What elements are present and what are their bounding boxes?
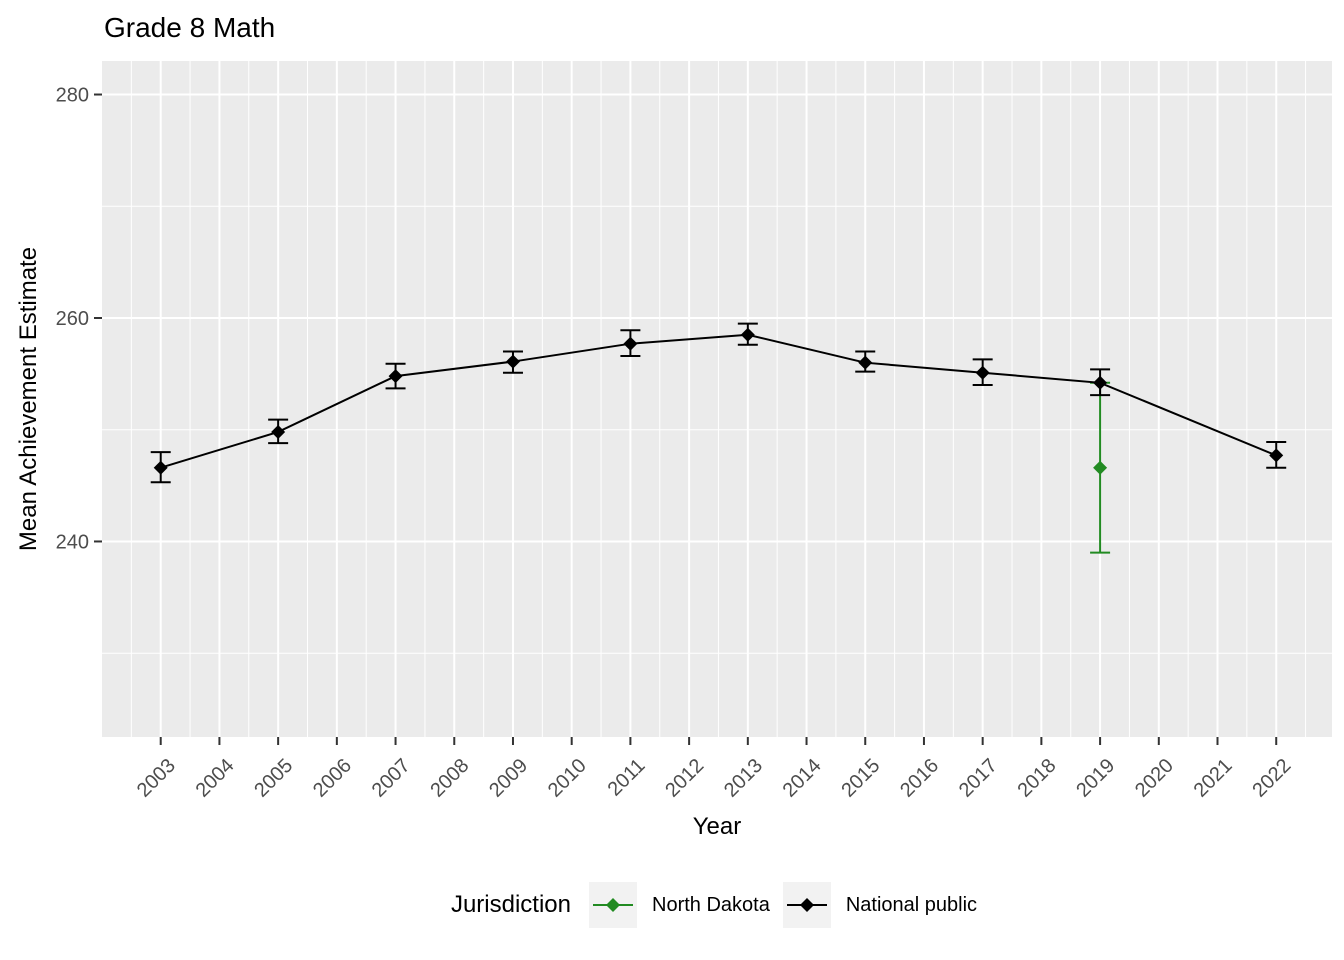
- x-tick-label: 2021: [1190, 755, 1237, 802]
- x-tick-label: 2019: [1072, 755, 1119, 802]
- axis-tick-marks: [94, 93, 1278, 745]
- legend-title: Jurisdiction: [450, 891, 571, 918]
- x-tick-label: 2016: [896, 755, 943, 802]
- series-national-public: [150, 322, 1287, 484]
- chart-title: Grade 8 Math: [104, 12, 276, 43]
- panel-background: [102, 61, 1332, 737]
- x-tick-label: 2012: [661, 755, 708, 802]
- data-point-marker: [388, 369, 403, 384]
- data-point-marker: [1269, 448, 1284, 463]
- x-tick-label: 2007: [368, 755, 415, 802]
- x-tick-label: 2003: [133, 755, 180, 802]
- x-tick-label: 2020: [1131, 755, 1178, 802]
- data-point-marker: [1093, 460, 1108, 475]
- x-tick-label: 2014: [779, 755, 826, 802]
- major-gridlines: [102, 61, 1332, 737]
- x-tick-label: 2009: [485, 755, 532, 802]
- legend-key: [589, 882, 637, 928]
- data-point-marker: [271, 424, 286, 439]
- x-axis-tick-labels: 2003 2004 2005 2006 2007 2008 2009 2010 2011 2012…: [133, 755, 1296, 802]
- legend: Jurisdiction North Dakota National public: [42, 882, 1344, 928]
- data-point-marker: [858, 355, 873, 370]
- y-axis-title: Mean Achievement Estimate: [15, 247, 42, 551]
- data-point-marker: [505, 354, 520, 369]
- x-tick-label: 2013: [720, 755, 767, 802]
- x-tick-label: 2017: [955, 755, 1002, 802]
- minor-gridlines: [102, 61, 1332, 737]
- y-tick-label: 240: [56, 531, 89, 553]
- legend-key: [782, 882, 831, 928]
- x-tick-label: 2004: [192, 755, 239, 802]
- legend-key-glyph: [786, 898, 827, 912]
- y-axis-tick-labels: 240 260 280: [56, 85, 89, 554]
- y-tick-label: 260: [56, 308, 89, 330]
- x-tick-label: 2022: [1248, 755, 1295, 802]
- series-line: [160, 333, 1277, 469]
- legend-item-label: National public: [845, 893, 978, 916]
- x-tick-label: 2005: [250, 755, 297, 802]
- x-tick-label: 2011: [604, 755, 650, 801]
- legend-key-glyph: [593, 898, 633, 912]
- x-axis-title: Year: [693, 813, 742, 840]
- x-tick-label: 2015: [837, 755, 884, 802]
- y-tick-label: 280: [56, 85, 89, 107]
- plot-area: 2003 2004 2005 2006 2007 2008 2009 2010 2011 2012…: [15, 61, 1332, 840]
- legend-item-label: North Dakota: [652, 893, 770, 916]
- x-tick-label: 2008: [426, 755, 473, 802]
- x-tick-label: 2010: [544, 755, 591, 802]
- data-point-marker: [740, 327, 755, 342]
- data-point-marker: [1093, 375, 1108, 390]
- x-tick-label: 2006: [309, 755, 356, 802]
- data-point-marker: [975, 365, 990, 380]
- legend-item-national-public: National public: [782, 882, 978, 928]
- legend-item-north-dakota: North Dakota: [589, 882, 770, 928]
- x-tick-label: 2018: [1014, 755, 1061, 802]
- data-point-marker: [623, 336, 638, 351]
- data-point-marker: [153, 460, 168, 475]
